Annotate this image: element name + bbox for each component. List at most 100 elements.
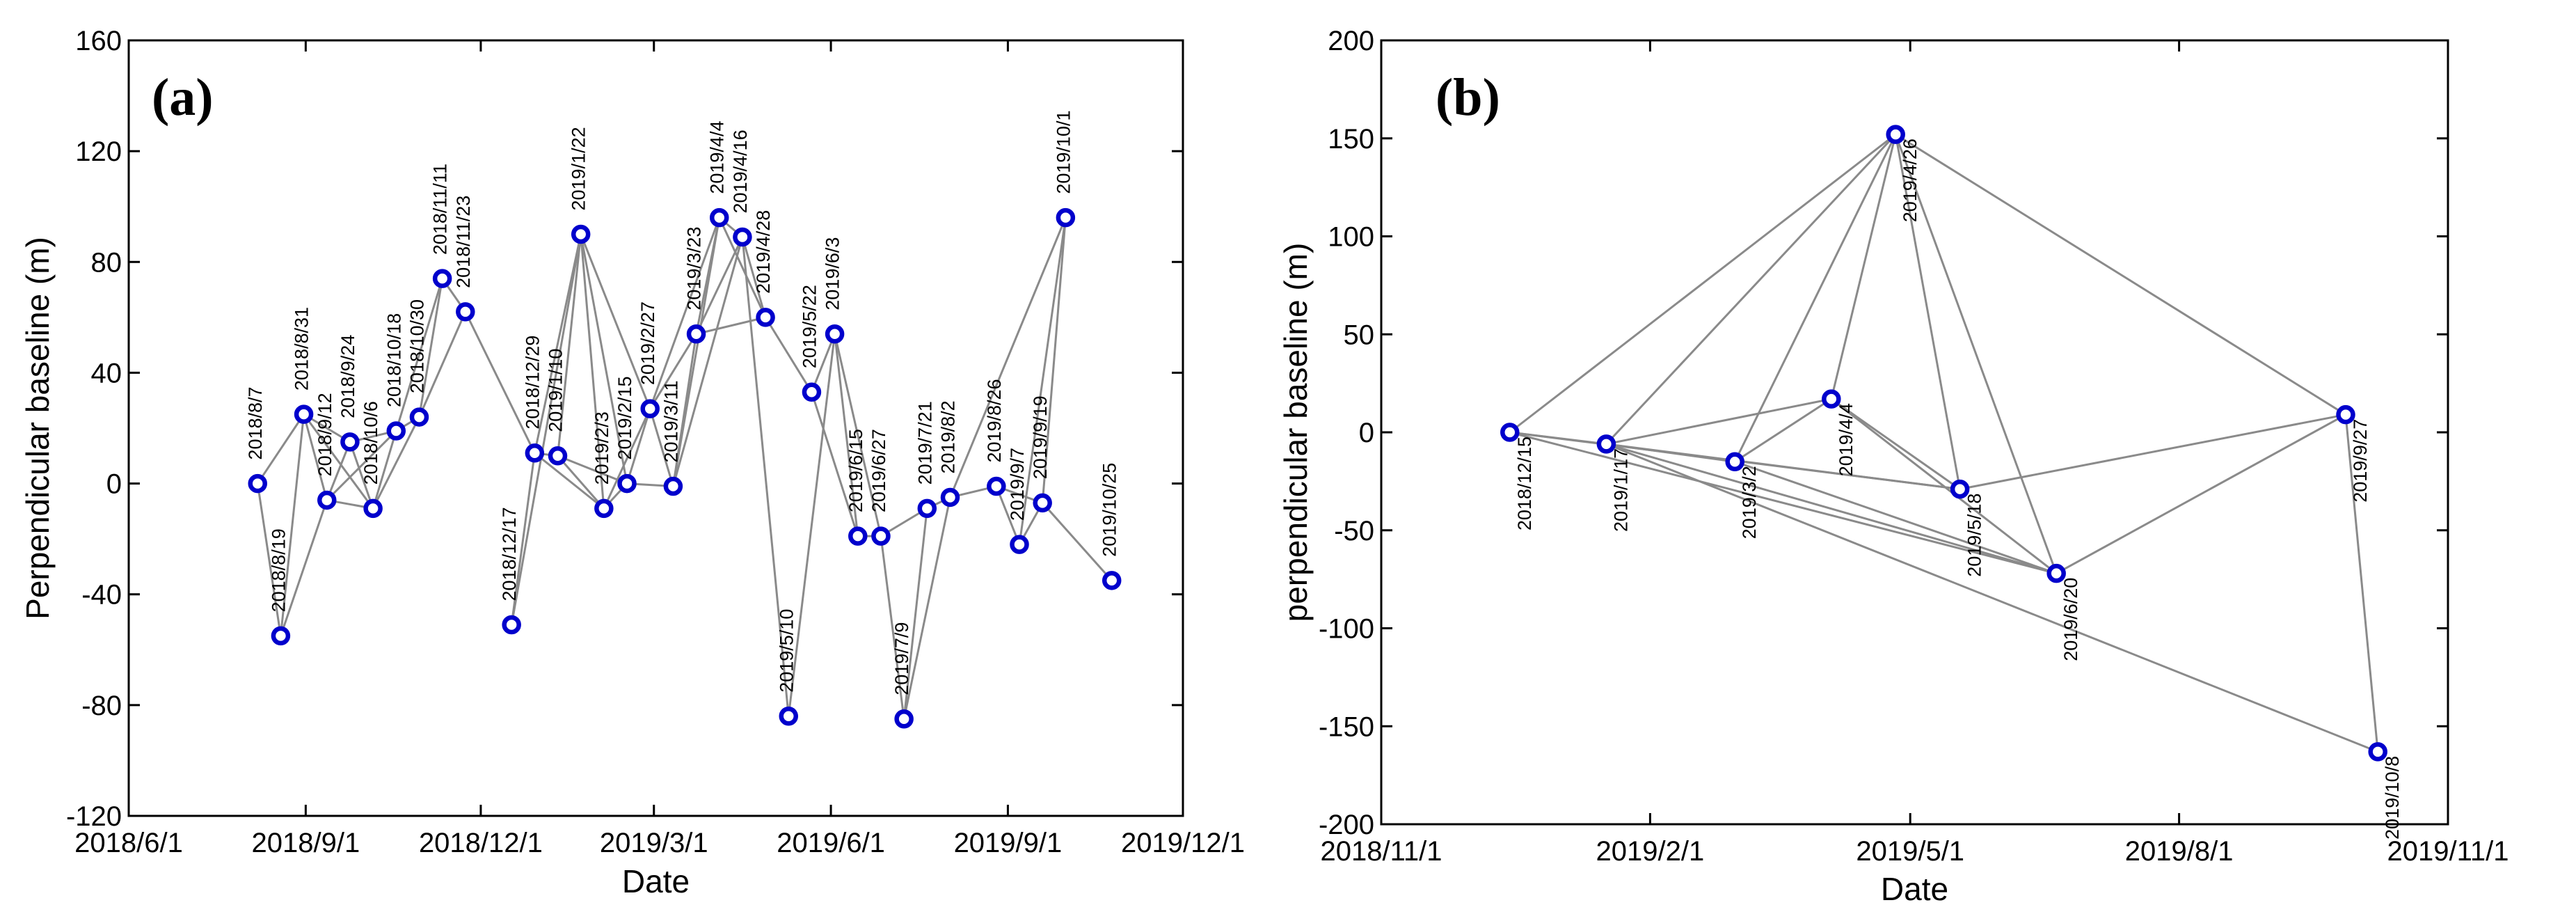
baseline-edge <box>903 508 928 719</box>
acquisition-point <box>317 490 337 510</box>
acquisition-point <box>571 224 591 244</box>
baseline-edge <box>1041 217 1067 503</box>
acquisition-point <box>871 526 891 546</box>
baseline-edge <box>764 317 813 393</box>
point-date-label: 2018/9/12 <box>315 393 335 476</box>
y-tick-label: 120 <box>75 136 122 167</box>
baseline-edge <box>1894 134 1962 489</box>
baseline-edge <box>1734 397 1832 463</box>
x-tick-label: 2019/2/1 <box>1596 836 1705 867</box>
point-date-label: 2019/2/27 <box>637 301 658 385</box>
y-tick-label: 100 <box>1328 222 1374 253</box>
baseline-edge <box>649 408 674 487</box>
point-date-label: 2019/5/10 <box>776 609 797 693</box>
baseline-edge <box>2056 414 2346 574</box>
point-date-label: 2019/3/23 <box>684 227 705 310</box>
baseline-edge <box>695 217 721 335</box>
acquisition-point <box>686 324 706 344</box>
baseline-edge <box>1509 431 2057 575</box>
point-date-label: 2018/9/24 <box>337 335 358 418</box>
point-date-label: 2018/8/7 <box>245 386 266 459</box>
acquisition-point <box>1886 125 1905 144</box>
point-date-label: 2018/12/17 <box>499 507 520 601</box>
x-tick-label: 2019/9/1 <box>954 828 1063 858</box>
point-date-label: 2018/8/31 <box>292 307 312 391</box>
acquisition-point <box>2046 563 2066 583</box>
baseline-edge <box>279 414 305 636</box>
point-date-label: 2019/9/27 <box>2350 419 2371 503</box>
baseline-edge <box>1830 397 2058 574</box>
acquisition-point <box>594 498 614 519</box>
x-tick-label: 2018/11/1 <box>1321 836 1442 867</box>
x-tick-label: 2019/11/1 <box>2387 836 2509 867</box>
x-axis-title: Date <box>1881 871 1948 907</box>
baseline-edge <box>834 333 859 537</box>
panel-b-chart: -200 -150 -100 -50 0 50 100 150 200 2018/11/1 2019… <box>1278 26 2509 907</box>
acquisition-point <box>1010 535 1029 554</box>
baseline-edge <box>649 217 721 409</box>
baseline-edge <box>995 485 1021 545</box>
point-date-label: 2018/12/15 <box>1514 436 1535 530</box>
y-tick-label: 150 <box>1328 124 1374 155</box>
point-date-label: 2019/4/28 <box>753 210 774 294</box>
acquisition-point <box>617 473 637 494</box>
baseline-edge <box>580 234 628 484</box>
point-date-label: 2019/4/4 <box>1836 403 1857 476</box>
acquisition-point <box>1033 493 1052 513</box>
acquisition-point <box>825 324 845 344</box>
baseline-edge <box>279 499 328 636</box>
acquisition-point <box>987 476 1006 496</box>
y-tick-label: -50 <box>1334 516 1374 546</box>
acquisition-points: 2018/8/72018/8/192018/8/312018/9/122018/… <box>245 111 1122 729</box>
baseline-edge <box>696 316 766 336</box>
point-date-label: 2018/10/6 <box>360 401 381 485</box>
baseline-edge <box>256 483 282 636</box>
point-date-label: 2019/9/19 <box>1030 395 1051 479</box>
y-tick-label: 160 <box>75 26 122 56</box>
x-axis-title: Date <box>622 863 690 899</box>
baseline-edge <box>372 416 420 510</box>
point-date-label: 2019/10/1 <box>1053 111 1074 194</box>
baseline-edge <box>557 455 605 510</box>
point-date-label: 2019/7/9 <box>891 622 912 695</box>
baseline-edge <box>903 497 951 720</box>
x-tick-label: 2019/12/1 <box>1121 828 1245 858</box>
baseline-edge <box>349 441 374 509</box>
baseline-edge <box>326 441 351 501</box>
point-date-label: 2019/4/16 <box>730 129 751 213</box>
point-date-label: 2019/8/2 <box>937 400 958 473</box>
point-date-label: 2019/9/7 <box>1007 448 1028 521</box>
point-date-label: 2019/6/3 <box>822 237 843 310</box>
y-tick-label: 200 <box>1328 26 1374 56</box>
point-date-label: 2019/10/25 <box>1099 463 1120 557</box>
baseline-edge <box>580 233 651 409</box>
acquisition-point <box>271 626 291 646</box>
y-tick-label: 50 <box>1344 320 1375 350</box>
baseline-edge <box>1606 397 1832 446</box>
baseline-edge <box>603 408 651 510</box>
acquisition-point <box>848 526 868 546</box>
point-date-label: 2018/10/18 <box>383 313 404 407</box>
x-tick-label: 2019/6/1 <box>777 828 885 858</box>
acquisition-point <box>248 473 267 494</box>
acquisition-point <box>2336 404 2355 425</box>
acquisition-point <box>756 308 775 327</box>
baseline-edge <box>1606 443 1960 491</box>
baseline-edge <box>510 234 582 625</box>
y-tick-label: -40 <box>81 580 122 611</box>
baseline-edge <box>741 237 767 318</box>
acquisition-point <box>640 399 660 418</box>
baseline-edge <box>533 234 582 454</box>
y-tick-label: -100 <box>1319 614 1374 645</box>
baseline-edge <box>1042 502 1113 581</box>
panel-a-chart: -120 -80 -40 0 40 80 120 160 2018/6/1 2018/9/1 201… <box>19 26 1245 899</box>
y-tick-label: 80 <box>91 247 122 278</box>
acquisition-point <box>779 707 799 726</box>
acquisition-point <box>525 443 545 463</box>
x-tick-label: 2018/9/1 <box>251 828 360 858</box>
baseline-edge <box>811 333 836 393</box>
baseline-edge <box>395 278 444 432</box>
acquisition-point <box>502 615 521 635</box>
acquisition-point <box>456 302 475 322</box>
baseline-edge <box>1509 133 1897 434</box>
